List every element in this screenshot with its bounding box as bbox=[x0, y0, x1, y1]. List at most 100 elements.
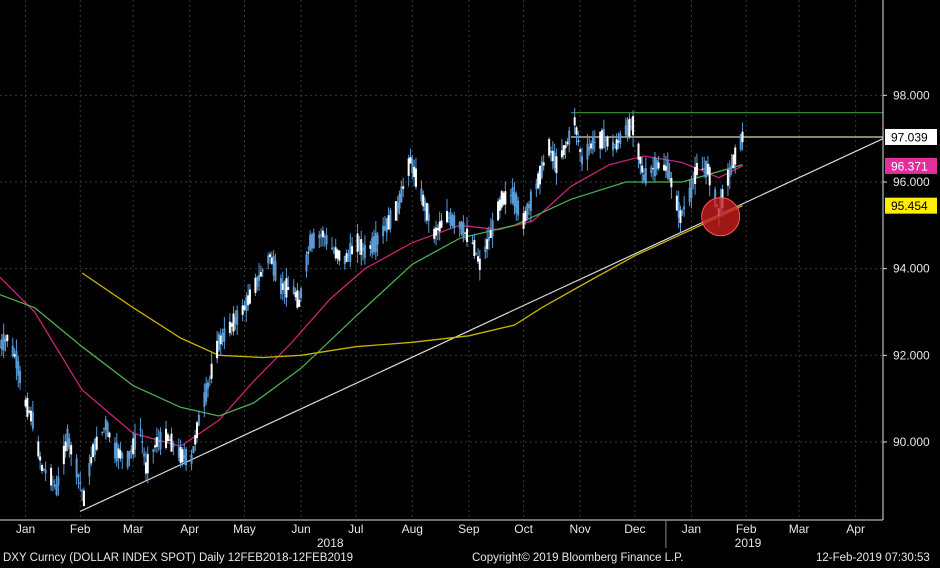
price-bar-body bbox=[37, 441, 40, 457]
price-bar-body bbox=[0, 339, 3, 350]
price-bar-body bbox=[611, 141, 614, 150]
price-bar-body bbox=[624, 125, 627, 135]
price-bar-body bbox=[394, 201, 397, 221]
price-bar-body bbox=[31, 412, 34, 429]
price-bar-body bbox=[613, 147, 616, 149]
price-bar-body bbox=[205, 383, 208, 402]
price-bar-body bbox=[15, 350, 18, 369]
price-bar-body bbox=[336, 249, 339, 259]
price-bar-body bbox=[210, 363, 213, 379]
price-bar-body bbox=[701, 168, 704, 170]
price-bar-body bbox=[513, 192, 516, 207]
price-bar-body bbox=[248, 289, 251, 304]
price-bar-body bbox=[539, 165, 542, 185]
price-bar-body bbox=[670, 178, 673, 188]
price-bar-body bbox=[714, 189, 717, 207]
price-bar-body bbox=[458, 222, 461, 229]
price-bar-body bbox=[730, 165, 733, 169]
price-bar-body bbox=[703, 168, 706, 170]
price-bar-body bbox=[28, 410, 31, 413]
price-bar-body bbox=[192, 446, 195, 453]
price-bar-body bbox=[694, 167, 697, 184]
price-bar-body bbox=[141, 441, 144, 443]
price-bar-body bbox=[615, 139, 618, 150]
price-bar-body bbox=[471, 242, 474, 244]
price-bar-body bbox=[564, 145, 567, 149]
price-bar-body bbox=[402, 186, 405, 189]
price-bar-body bbox=[549, 151, 552, 153]
price-bar-body bbox=[664, 165, 667, 171]
price-bar-body bbox=[168, 439, 171, 441]
price-bar-body bbox=[88, 462, 91, 477]
price-bar-body bbox=[152, 449, 155, 452]
price-bar-body bbox=[320, 234, 323, 237]
price-bar-body bbox=[663, 164, 666, 171]
price-bar-body bbox=[632, 116, 635, 136]
price-bar-body bbox=[228, 321, 231, 334]
price-bar-body bbox=[287, 287, 290, 290]
price-bar-body bbox=[349, 243, 352, 262]
price-bar-body bbox=[679, 210, 682, 223]
price-label-box bbox=[885, 197, 937, 214]
price-bar-body bbox=[310, 234, 313, 249]
price-bar-body bbox=[66, 428, 69, 447]
price-bar-body bbox=[247, 295, 250, 306]
moving-average-line-3 bbox=[81, 205, 743, 359]
price-bar-body bbox=[230, 323, 233, 327]
price-bar-body bbox=[734, 147, 737, 165]
price-bar-body bbox=[223, 328, 226, 342]
price-bar-body bbox=[690, 179, 693, 198]
price-bar-body bbox=[82, 490, 85, 507]
price-bar-body bbox=[113, 443, 116, 459]
price-bar-body bbox=[537, 173, 540, 189]
price-bar-body bbox=[644, 168, 647, 184]
price-bar-body bbox=[387, 215, 390, 230]
price-bar-body bbox=[312, 232, 315, 248]
y-tick-label: 96.000 bbox=[893, 175, 930, 189]
price-bar-body bbox=[435, 227, 438, 236]
price-bar-body bbox=[144, 462, 147, 474]
price-bar-body bbox=[40, 465, 43, 471]
price-bar-body bbox=[466, 228, 469, 242]
price-bar-body bbox=[321, 230, 324, 238]
price-bar-body bbox=[121, 452, 124, 459]
x-tick-label: Apr bbox=[180, 522, 199, 536]
price-bar-body bbox=[90, 457, 93, 464]
price-bar-body bbox=[668, 171, 671, 181]
price-bar-body bbox=[267, 255, 270, 264]
price-bar-body bbox=[420, 188, 423, 202]
price-bar-body bbox=[641, 165, 644, 173]
price-bar-body bbox=[77, 474, 80, 477]
price-bar-body bbox=[385, 218, 388, 233]
price-bar-body bbox=[356, 233, 359, 252]
price-bar-body bbox=[741, 131, 744, 143]
price-bar-body bbox=[64, 441, 67, 452]
price-bar-body bbox=[522, 213, 525, 229]
price-bar-body bbox=[79, 482, 82, 485]
price-bar-body bbox=[130, 449, 133, 452]
price-bar-body bbox=[39, 456, 42, 461]
price-bar-body bbox=[57, 476, 60, 486]
price-bar-body bbox=[604, 139, 607, 141]
price-bar-body bbox=[101, 431, 104, 433]
price-bar-body bbox=[655, 159, 658, 170]
x-tick-label: Dec bbox=[624, 522, 645, 536]
price-bar-body bbox=[285, 278, 288, 298]
price-bar-body bbox=[464, 232, 467, 234]
price-bar-body bbox=[548, 139, 551, 156]
price-bar-body bbox=[2, 334, 5, 351]
price-bar-body bbox=[524, 210, 527, 222]
price-bar-body bbox=[254, 277, 257, 293]
grid bbox=[0, 0, 883, 520]
x-tick-label: Nov bbox=[569, 522, 590, 536]
price-bar-body bbox=[62, 445, 65, 465]
price-bar-body bbox=[13, 354, 16, 357]
price-bar-body bbox=[726, 169, 729, 186]
price-bar-body bbox=[177, 447, 180, 458]
price-bar-body bbox=[515, 193, 518, 214]
price-bar-body bbox=[497, 201, 500, 221]
price-bar-body bbox=[170, 433, 173, 452]
price-bar-body bbox=[425, 202, 428, 221]
price-bar-body bbox=[185, 449, 188, 466]
